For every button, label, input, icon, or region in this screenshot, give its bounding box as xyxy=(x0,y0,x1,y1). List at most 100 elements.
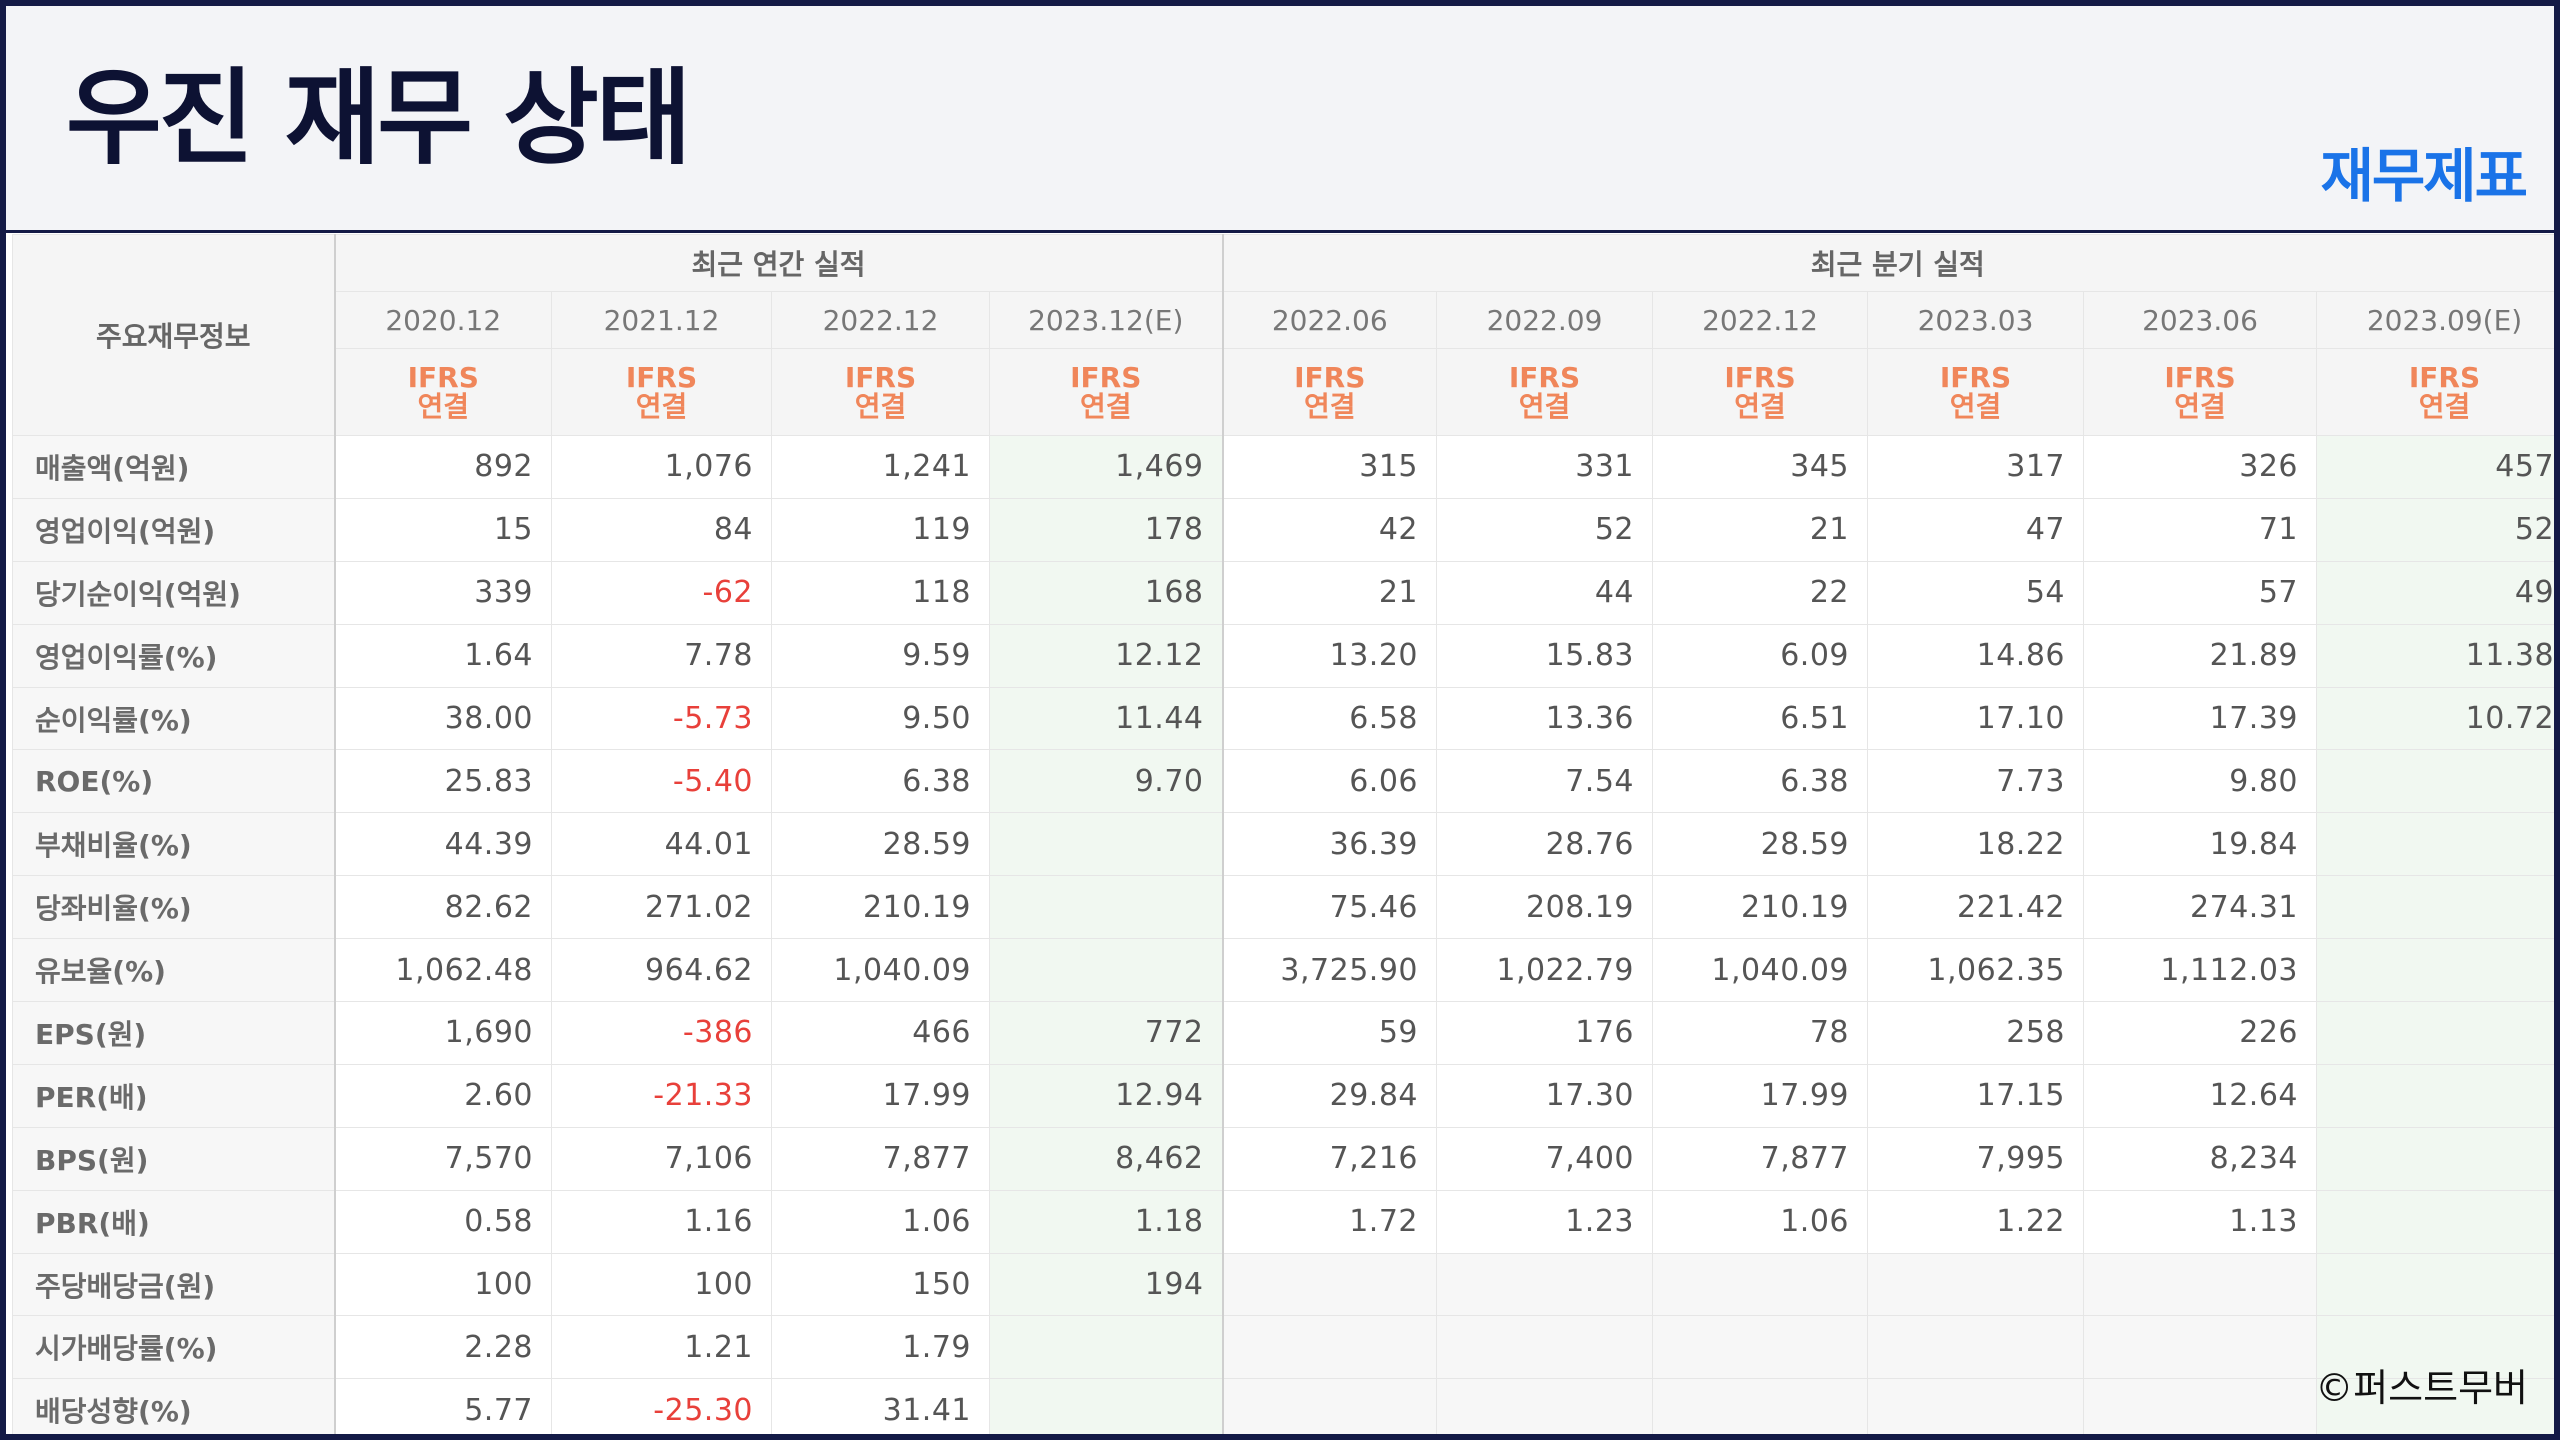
table-cell: 1,022.79 xyxy=(1436,938,1653,1003)
table-cell: -62 xyxy=(551,560,772,625)
consolidated-label: 연결 xyxy=(1079,390,1132,423)
table-cell: 317 xyxy=(1867,435,2084,499)
table-cell: 11.38 xyxy=(2315,623,2554,688)
table-cell: 1,469 xyxy=(989,435,1223,499)
table-row: 부채비율(%) 44.39 44.01 28.59 36.39 28.76 28.59 18.… xyxy=(12,812,2554,877)
table-cell: -5.73 xyxy=(551,686,772,751)
table-cell: -21.33 xyxy=(551,1063,772,1128)
table-row: 당좌비율(%) 82.62 271.02 210.19 75.46 208.19 210.1… xyxy=(12,875,2554,940)
table-cell: 7,400 xyxy=(1436,1126,1653,1191)
column-header-ifrs: IFRS 연결 xyxy=(1652,348,1868,436)
column-header-period: 2023.03 xyxy=(1867,291,2084,349)
table-cell: 13.20 xyxy=(1221,623,1437,688)
table-cell xyxy=(1221,1252,1437,1317)
row-label: EPS(원) xyxy=(12,1001,336,1065)
column-header-ifrs: IFRS 연결 xyxy=(771,348,990,436)
table-cell: 315 xyxy=(1221,435,1437,499)
table-cell xyxy=(1652,1252,1868,1317)
table-cell: 1,112.03 xyxy=(2083,938,2317,1003)
table-cell xyxy=(2315,1063,2554,1128)
table-cell: 17.30 xyxy=(1436,1063,1653,1128)
table-cell: 82.62 xyxy=(334,875,552,940)
consolidated-label: 연결 xyxy=(1734,390,1786,423)
table-cell: 28.76 xyxy=(1436,812,1653,877)
row-label: 주당배당금(원) xyxy=(12,1252,336,1317)
table-cell: 8,462 xyxy=(989,1126,1223,1191)
consolidated-label: 연결 xyxy=(2418,390,2471,423)
table-cell: 1,062.35 xyxy=(1867,938,2084,1003)
table-cell: 6.06 xyxy=(1221,749,1437,814)
table-cell: 226 xyxy=(2083,1001,2317,1065)
table-cell: 100 xyxy=(334,1252,552,1317)
table-cell xyxy=(1652,1378,1868,1434)
table-cell: 1.79 xyxy=(771,1315,990,1380)
table-cell: 7,877 xyxy=(771,1126,990,1191)
page-title: 우진 재무 상태 xyxy=(66,57,691,179)
table-cell: 208.19 xyxy=(1436,875,1653,940)
table-cell: 75.46 xyxy=(1221,875,1437,940)
table-cell: 2.28 xyxy=(334,1315,552,1380)
table-cell: 17.99 xyxy=(1652,1063,1868,1128)
table-cell: 1,076 xyxy=(551,435,772,499)
table-cell: 1.13 xyxy=(2083,1189,2317,1254)
consolidated-label: 연결 xyxy=(1518,390,1571,423)
table-cell: 345 xyxy=(1652,435,1868,499)
table-cell: 12.94 xyxy=(989,1063,1223,1128)
column-header-ifrs: IFRS 연결 xyxy=(1436,348,1653,436)
table-cell: 964.62 xyxy=(551,938,772,1003)
table-cell: 19.84 xyxy=(2083,812,2317,877)
row-label: 영업이익(억원) xyxy=(12,497,336,562)
table-cell: 100 xyxy=(551,1252,772,1317)
table-cell xyxy=(2315,875,2554,940)
table-cell: 7.73 xyxy=(1867,749,2084,814)
table-cell xyxy=(989,812,1223,877)
table-cell: 1.22 xyxy=(1867,1189,2084,1254)
table-cell xyxy=(2315,1378,2554,1434)
table-cell: 84 xyxy=(551,497,772,562)
column-header-period: 2022.09 xyxy=(1436,291,1653,349)
table-cell: 1.64 xyxy=(334,623,552,688)
row-label: PER(배) xyxy=(12,1063,336,1128)
table-cell xyxy=(2315,812,2554,877)
table-cell: 9.50 xyxy=(771,686,990,751)
table-corner-header: 주요재무정보 xyxy=(12,234,336,436)
row-label: 순이익률(%) xyxy=(12,686,336,751)
table-cell xyxy=(989,1315,1223,1380)
table-cell: 772 xyxy=(989,1001,1223,1065)
annual-group-header: 최근 연간 실적 xyxy=(334,234,1223,292)
table-row: 영업이익(억원) 15 84 119 178 42 52 21 47 71 52 xyxy=(12,497,2554,562)
ifrs-label: IFRS xyxy=(1724,361,1796,394)
table-cell: 57 xyxy=(2083,560,2317,625)
category-label: 재무제표 xyxy=(2320,142,2528,210)
row-label: ROE(%) xyxy=(12,749,336,814)
table-cell: 12.64 xyxy=(2083,1063,2317,1128)
row-label: 유보율(%) xyxy=(12,938,336,1003)
table-cell: -5.40 xyxy=(551,749,772,814)
table-cell: 28.59 xyxy=(771,812,990,877)
table-cell: 5.77 xyxy=(334,1378,552,1434)
column-header-ifrs: IFRS 연결 xyxy=(1221,348,1437,436)
table-cell: 150 xyxy=(771,1252,990,1317)
table-cell: 7.54 xyxy=(1436,749,1653,814)
table-cell: 54 xyxy=(1867,560,2084,625)
table-cell xyxy=(1221,1315,1437,1380)
table-cell: -25.30 xyxy=(551,1378,772,1434)
ifrs-label: IFRS xyxy=(407,361,479,394)
table-row: ROE(%) 25.83 -5.40 6.38 9.70 6.06 7.54 6.38 7.73… xyxy=(12,749,2554,814)
table-cell: 457 xyxy=(2315,435,2554,499)
table-cell: 2.60 xyxy=(334,1063,552,1128)
table-cell: 1,690 xyxy=(334,1001,552,1065)
financial-summary-table: 주요재무정보 최근 연간 실적 최근 분기 실적 2020.12 2021.12 2… xyxy=(12,234,2554,1434)
table-cell xyxy=(2315,1126,2554,1191)
table-cell: 9.59 xyxy=(771,623,990,688)
ifrs-label: IFRS xyxy=(2408,361,2481,394)
table-cell: 1.06 xyxy=(771,1189,990,1254)
table-cell: 1,040.09 xyxy=(771,938,990,1003)
table-cell: 15.83 xyxy=(1436,623,1653,688)
table-cell: 31.41 xyxy=(771,1378,990,1434)
table-cell: 15 xyxy=(334,497,552,562)
table-cell: 118 xyxy=(771,560,990,625)
table-cell: 6.51 xyxy=(1652,686,1868,751)
table-cell: 6.38 xyxy=(771,749,990,814)
table-row: 유보율(%) 1,062.48 964.62 1,040.09 3,725.90 1,02… xyxy=(12,938,2554,1003)
